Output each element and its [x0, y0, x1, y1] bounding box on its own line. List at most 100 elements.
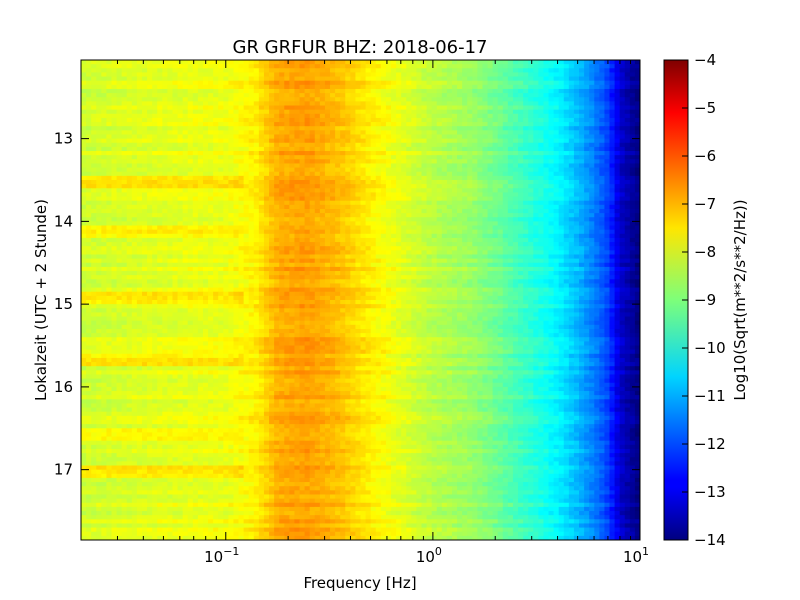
heatmap-cell [355, 80, 362, 86]
heatmap-cell [284, 80, 290, 86]
heatmap-cell [228, 97, 235, 102]
heatmap-cell [406, 88, 412, 94]
heatmap-cell [487, 155, 494, 160]
heatmap-cell [436, 233, 443, 239]
heatmap-cell [233, 225, 240, 231]
heatmap-cell [441, 88, 448, 94]
heatmap-cell [467, 167, 473, 173]
heatmap-cell [116, 126, 123, 131]
heatmap-cell [589, 72, 595, 78]
heatmap-cell [106, 229, 113, 235]
heatmap-cell [248, 80, 255, 86]
heatmap-cell [604, 138, 611, 144]
heatmap-cell [294, 163, 301, 169]
heatmap-cell [147, 126, 153, 131]
heatmap-cell [192, 138, 199, 144]
heatmap-cell [106, 213, 113, 218]
heatmap-cell [147, 184, 153, 189]
heatmap-cell [81, 60, 87, 65]
heatmap-cell [548, 167, 555, 173]
heatmap-cell [106, 130, 113, 136]
heatmap-cell [304, 122, 311, 127]
heatmap-cell [573, 208, 580, 214]
heatmap-cell [584, 180, 590, 185]
heatmap-cell [86, 217, 92, 222]
heatmap-cell [314, 101, 321, 107]
heatmap-cell [563, 192, 570, 198]
heatmap-cell [609, 167, 616, 173]
heatmap-cell [202, 138, 209, 144]
heatmap-cell [81, 151, 87, 156]
heatmap-cell [309, 76, 316, 82]
heatmap-cell [385, 192, 392, 198]
heatmap-cell [192, 171, 199, 177]
heatmap-cell [365, 151, 372, 156]
heatmap-cell [218, 208, 224, 214]
heatmap-cell [314, 138, 321, 144]
heatmap-cell [380, 192, 387, 198]
heatmap-cell [497, 184, 504, 189]
heatmap-cell [147, 105, 153, 111]
heatmap-cell [299, 246, 306, 251]
heatmap-cell [624, 221, 631, 227]
heatmap-cell [121, 109, 128, 115]
heatmap-cell [91, 213, 97, 218]
heatmap-cell [147, 175, 153, 181]
heatmap-cell [523, 242, 529, 247]
heatmap-cell [584, 233, 590, 239]
heatmap-cell [218, 246, 224, 251]
heatmap-cell [558, 72, 565, 78]
heatmap-cell [533, 159, 539, 165]
heatmap-cell [223, 171, 229, 177]
heatmap-cell [599, 163, 606, 169]
heatmap-cell [284, 208, 290, 214]
heatmap-cell [172, 163, 179, 169]
heatmap-cell [492, 196, 499, 202]
heatmap-cell [340, 142, 346, 148]
heatmap-cell [279, 101, 285, 107]
heatmap-cell [258, 233, 265, 239]
heatmap-cell [101, 221, 108, 227]
heatmap-cell [314, 122, 321, 127]
heatmap-cell [619, 122, 626, 127]
heatmap-cell [533, 72, 539, 78]
heatmap-cell [141, 72, 148, 78]
heatmap-cell [523, 68, 529, 74]
heatmap-cell [319, 126, 326, 131]
heatmap-cell [390, 188, 397, 194]
heatmap-cell [380, 208, 387, 214]
heatmap-cell [553, 196, 560, 202]
heatmap-cell [558, 113, 565, 119]
heatmap-cell [167, 151, 174, 156]
heatmap-cell [457, 68, 463, 74]
heatmap-cell [462, 101, 468, 107]
heatmap-cell [431, 130, 438, 136]
heatmap-cell [177, 246, 184, 251]
heatmap-cell [604, 213, 611, 218]
heatmap-cell [167, 134, 174, 140]
heatmap-cell [482, 200, 489, 206]
heatmap-cell [121, 171, 128, 177]
heatmap-cell [121, 175, 128, 181]
heatmap-cell [177, 101, 184, 107]
heatmap-cell [91, 113, 97, 119]
heatmap-cell [533, 126, 539, 131]
heatmap-cell [573, 242, 580, 247]
heatmap-cell [91, 200, 97, 206]
heatmap-cell [340, 192, 346, 198]
heatmap-cell [136, 64, 143, 69]
heatmap-cell [457, 134, 463, 140]
heatmap-cell [533, 97, 539, 102]
heatmap-cell [330, 93, 336, 98]
heatmap-cell [457, 229, 463, 235]
heatmap-cell [451, 84, 458, 90]
heatmap-cell [96, 64, 102, 69]
heatmap-cell [548, 68, 555, 74]
heatmap-cell [167, 60, 174, 65]
heatmap-cell [126, 60, 133, 65]
heatmap-cell [533, 93, 539, 98]
heatmap-cell [177, 217, 184, 222]
heatmap-cell [436, 142, 443, 148]
heatmap-cell [86, 192, 92, 198]
heatmap-cell [396, 155, 402, 160]
